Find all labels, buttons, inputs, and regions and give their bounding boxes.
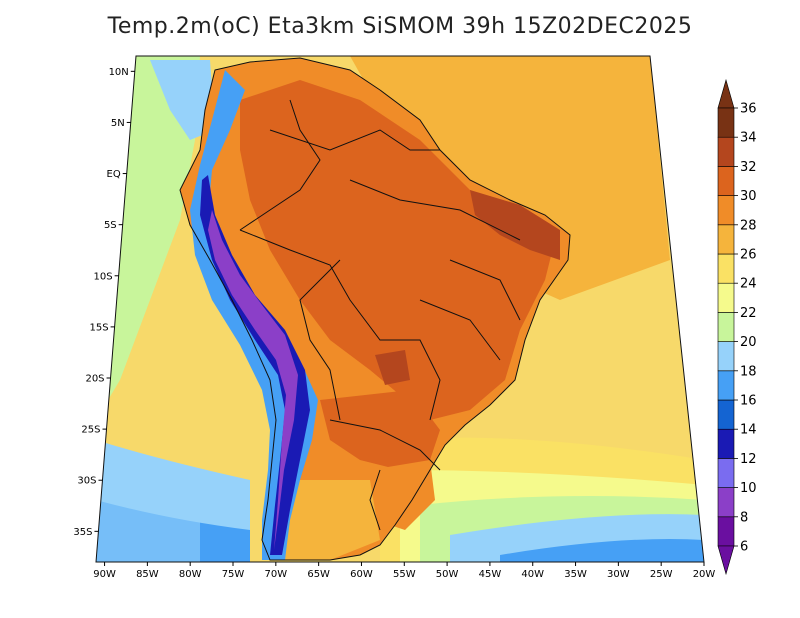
south-atlantic-band-5 bbox=[500, 539, 704, 562]
colorbar-segment bbox=[717, 136, 735, 167]
colorbar-label: 20 bbox=[740, 335, 757, 350]
lat-tick-label: 5N bbox=[111, 118, 125, 129]
colorbar-segment bbox=[717, 282, 735, 313]
lon-tick-label: 75W bbox=[222, 569, 245, 580]
very-hot-pantanal bbox=[375, 350, 410, 385]
colorbar-segment bbox=[717, 195, 735, 226]
lon-tick-label: 35W bbox=[564, 569, 587, 580]
lon-tick-label: 25W bbox=[650, 569, 673, 580]
colorbar-label: 28 bbox=[740, 218, 757, 233]
colorbar-max-arrow bbox=[717, 78, 735, 109]
lat-tick-label: 10N bbox=[109, 67, 129, 78]
map-title: Temp.2m(oC) Eta3km SiSMOM 39h 15Z02DEC20… bbox=[107, 14, 693, 39]
colorbar-label: 8 bbox=[740, 510, 748, 525]
colorbar-label: 30 bbox=[740, 189, 757, 204]
colorbar-label: 18 bbox=[740, 364, 757, 379]
colorbar-segment bbox=[717, 107, 735, 138]
lat-tick-label: 25S bbox=[81, 425, 100, 436]
lon-tick-label: 90W bbox=[93, 569, 116, 580]
colorbar-label: 24 bbox=[740, 277, 757, 292]
lon-tick-label: 45W bbox=[479, 569, 502, 580]
colorbar-label: 14 bbox=[740, 423, 757, 438]
lat-tick-label: 35S bbox=[73, 527, 92, 538]
lon-tick-label: 80W bbox=[179, 569, 202, 580]
southern-cone bbox=[280, 480, 380, 560]
colorbar-segment bbox=[717, 428, 735, 459]
latitude-axis: 10N 5N EQ 5S 10S 15S 20S 25S 30S 35S bbox=[73, 67, 135, 538]
colorbar-segment bbox=[717, 458, 735, 488]
colorbar-segment bbox=[717, 370, 735, 401]
south-pacific-cool-3 bbox=[96, 480, 200, 562]
colorbar-label: 10 bbox=[740, 481, 757, 496]
very-hot-northeast bbox=[470, 190, 560, 260]
pacific-coastal-cool bbox=[150, 60, 215, 140]
lat-tick-label: 20S bbox=[85, 374, 104, 385]
colorbar-segment bbox=[717, 312, 735, 342]
colorbar-segment bbox=[717, 166, 735, 196]
lon-tick-label: 85W bbox=[136, 569, 159, 580]
lon-tick-label: 55W bbox=[393, 569, 416, 580]
lon-tick-label: 65W bbox=[307, 569, 330, 580]
colorbar-label: 34 bbox=[740, 131, 757, 146]
colorbar-segment bbox=[717, 399, 735, 430]
colorbar-segment bbox=[717, 516, 735, 547]
longitude-axis: 90W 85W 80W 75W 70W 65W 60W 55W 50W 45W 40W 35W 30W 2… bbox=[93, 562, 715, 580]
colorbar-segment bbox=[717, 224, 735, 255]
colorbar-label: 26 bbox=[740, 248, 757, 263]
lat-tick-label: 30S bbox=[77, 476, 96, 487]
andes-coldest-band bbox=[208, 210, 298, 550]
hot-interior bbox=[240, 80, 555, 420]
colorbar-label: 6 bbox=[740, 540, 748, 555]
lon-tick-label: 60W bbox=[350, 569, 373, 580]
colorbar-segment bbox=[717, 341, 735, 372]
lon-tick-label: 50W bbox=[436, 569, 459, 580]
lat-tick-label: 5S bbox=[104, 220, 117, 231]
uruguay-region bbox=[370, 460, 435, 530]
colorbar-label: 36 bbox=[740, 102, 757, 117]
map-fields bbox=[96, 56, 704, 562]
colorbar-min-arrow bbox=[717, 545, 735, 576]
lon-tick-label: 20W bbox=[693, 569, 716, 580]
colorbar-label: 32 bbox=[740, 160, 757, 175]
colorbar-segment bbox=[717, 487, 735, 518]
colorbar-label: 22 bbox=[740, 306, 757, 321]
lat-tick-label: 15S bbox=[90, 322, 109, 333]
colorbar-segment bbox=[717, 253, 735, 284]
colorbar: 6 8 10 12 14 16 18 20 22 24 26 28 30 32 34 36 bbox=[717, 78, 757, 576]
lat-tick-label: 10S bbox=[94, 271, 113, 282]
atlantic-warm-zone bbox=[350, 56, 670, 300]
lon-tick-label: 70W bbox=[265, 569, 288, 580]
lon-tick-label: 40W bbox=[521, 569, 544, 580]
lat-tick-label: EQ bbox=[107, 169, 121, 180]
colorbar-label: 16 bbox=[740, 394, 757, 409]
country-borders bbox=[179, 57, 571, 561]
lon-tick-label: 30W bbox=[607, 569, 630, 580]
colorbar-label: 12 bbox=[740, 452, 757, 467]
